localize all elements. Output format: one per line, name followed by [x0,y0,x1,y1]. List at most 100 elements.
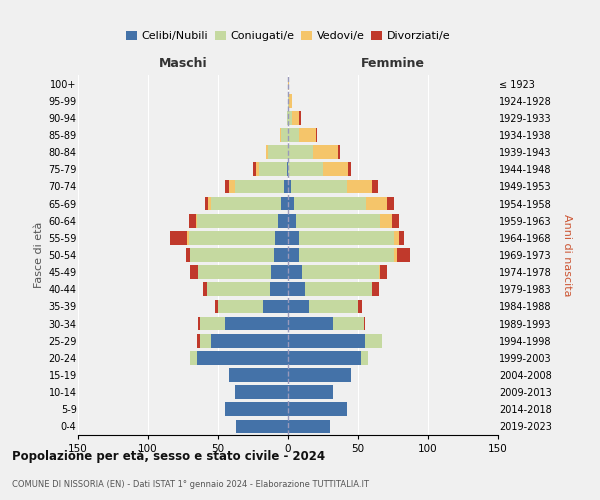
Bar [235,180,284,194]
Bar [218,300,263,314]
Bar [289,94,292,108]
Bar [274,248,288,262]
Text: Femmine: Femmine [361,57,425,70]
Bar [288,282,305,296]
Bar [347,180,372,194]
Bar [316,128,317,142]
Bar [200,334,211,347]
Bar [197,214,278,228]
Bar [288,162,323,176]
Bar [268,146,288,159]
Bar [188,231,275,244]
Bar [215,300,218,314]
Bar [388,196,394,210]
Bar [288,351,361,364]
Bar [187,231,188,244]
Bar [288,316,333,330]
Bar [211,196,281,210]
Bar [398,231,404,244]
Bar [190,248,274,262]
Bar [278,214,288,228]
Bar [200,316,225,330]
Bar [281,196,288,210]
Bar [365,334,382,347]
Bar [288,420,330,434]
Bar [299,231,394,244]
Bar [287,111,288,124]
Bar [323,162,348,176]
Bar [309,300,358,314]
Bar [281,128,288,142]
Bar [380,214,392,228]
Bar [170,231,187,244]
Bar [367,196,388,210]
Bar [288,94,289,108]
Bar [199,266,271,279]
Bar [229,180,235,194]
Bar [236,420,288,434]
Bar [299,111,301,124]
Bar [266,146,268,159]
Bar [207,282,270,296]
Bar [256,162,259,176]
Bar [293,196,367,210]
Bar [284,180,288,194]
Bar [280,128,281,142]
Bar [288,231,299,244]
Bar [190,266,199,279]
Bar [288,300,309,314]
Bar [288,196,293,210]
Text: Maschi: Maschi [158,57,208,70]
Bar [379,266,380,279]
Bar [197,334,200,347]
Bar [259,162,287,176]
Bar [288,128,299,142]
Bar [288,402,347,416]
Bar [288,180,291,194]
Bar [186,248,190,262]
Bar [333,316,364,330]
Y-axis label: Fasce di età: Fasce di età [34,222,44,288]
Bar [348,162,351,176]
Bar [380,266,388,279]
Bar [196,214,197,228]
Bar [364,316,365,330]
Bar [299,248,394,262]
Bar [288,111,292,124]
Bar [313,146,338,159]
Bar [288,386,333,399]
Bar [361,351,368,364]
Bar [203,282,207,296]
Bar [229,368,288,382]
Bar [296,214,380,228]
Y-axis label: Anni di nascita: Anni di nascita [562,214,572,296]
Bar [287,162,288,176]
Bar [299,128,316,142]
Bar [372,180,377,194]
Bar [271,266,288,279]
Bar [225,180,229,194]
Bar [263,300,288,314]
Bar [270,282,288,296]
Bar [188,214,196,228]
Bar [288,334,365,347]
Bar [372,282,379,296]
Bar [288,266,302,279]
Text: COMUNE DI NISSORIA (EN) - Dati ISTAT 1° gennaio 2024 - Elaborazione TUTTITALIA.I: COMUNE DI NISSORIA (EN) - Dati ISTAT 1° … [12,480,369,489]
Bar [292,111,299,124]
Bar [235,386,288,399]
Bar [211,334,288,347]
Bar [197,351,288,364]
Bar [291,180,347,194]
Bar [288,146,313,159]
Bar [392,214,398,228]
Bar [302,266,379,279]
Text: Popolazione per età, sesso e stato civile - 2024: Popolazione per età, sesso e stato civil… [12,450,325,463]
Bar [394,248,397,262]
Bar [397,248,410,262]
Bar [288,76,289,90]
Bar [288,248,299,262]
Bar [225,402,288,416]
Bar [225,316,288,330]
Legend: Celibi/Nubili, Coniugati/e, Vedovi/e, Divorziati/e: Celibi/Nubili, Coniugati/e, Vedovi/e, Di… [121,26,455,46]
